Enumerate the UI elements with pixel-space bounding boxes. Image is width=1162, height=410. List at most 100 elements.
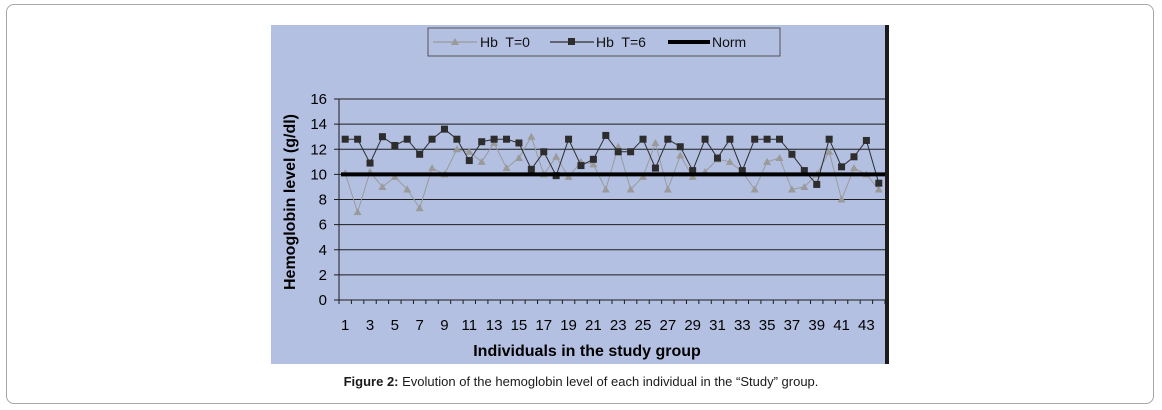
data-point	[874, 185, 883, 193]
data-point	[676, 143, 684, 151]
y-tick-label: 14	[310, 116, 327, 133]
data-point	[875, 179, 883, 187]
data-point	[353, 208, 362, 216]
data-point	[651, 164, 659, 172]
x-tick-label: 39	[808, 317, 825, 334]
data-point	[515, 139, 523, 147]
data-point	[577, 162, 585, 170]
data-point	[813, 180, 821, 188]
data-point	[589, 160, 598, 168]
figure-frame	[6, 4, 1154, 404]
x-tick-label: 29	[684, 317, 701, 334]
x-tick-label: 33	[734, 317, 751, 334]
data-point	[639, 135, 647, 143]
data-point	[776, 135, 784, 143]
data-point	[651, 138, 660, 146]
data-point	[837, 195, 846, 203]
data-point	[688, 172, 697, 180]
data-point	[440, 125, 448, 133]
data-point	[428, 135, 436, 143]
data-point	[366, 159, 374, 167]
legend-marker-triangle	[451, 38, 459, 45]
data-point	[540, 148, 548, 156]
x-tick-label: 37	[784, 317, 801, 334]
legend-marker-square	[568, 38, 575, 45]
chart-panel-edge	[885, 25, 889, 364]
x-tick-label: 13	[486, 317, 503, 334]
data-point	[788, 150, 796, 158]
y-tick-label: 2	[319, 267, 327, 284]
data-point	[825, 147, 834, 155]
data-point	[838, 163, 846, 171]
x-tick-label: 35	[759, 317, 776, 334]
y-tick-label: 10	[310, 166, 327, 183]
data-point	[738, 167, 746, 175]
y-tick-label: 6	[319, 217, 327, 234]
data-point	[725, 157, 734, 165]
data-point	[627, 148, 635, 156]
data-point	[391, 141, 399, 149]
y-tick-label: 16	[310, 91, 327, 108]
x-tick-label: 11	[462, 317, 478, 334]
data-point	[676, 151, 685, 159]
data-point	[800, 167, 808, 175]
axes	[334, 98, 886, 304]
y-tick-label: 12	[310, 141, 327, 158]
data-point	[341, 135, 349, 143]
data-point	[751, 135, 759, 143]
x-tick-label: 43	[858, 317, 875, 334]
data-point	[403, 185, 412, 193]
data-point	[639, 172, 648, 180]
y-tick-label: 8	[319, 192, 327, 209]
data-point	[626, 185, 635, 193]
data-point	[787, 185, 796, 193]
x-tick-label: 19	[560, 317, 577, 334]
y-axis-label: Hemoglobin level (g/dl)	[282, 114, 299, 290]
figure-caption: Figure 2: Evolution of the hemoglobin le…	[0, 374, 1162, 389]
series-layer	[341, 125, 885, 216]
data-point	[825, 135, 833, 143]
data-point	[378, 133, 386, 141]
data-point	[502, 164, 511, 172]
x-axis-label: Individuals in the study group	[473, 343, 701, 360]
series-2	[341, 125, 883, 188]
data-point	[552, 152, 561, 160]
data-point	[428, 164, 437, 172]
data-point	[763, 135, 771, 143]
data-point	[378, 182, 387, 190]
data-point	[354, 135, 362, 143]
data-point	[415, 204, 424, 212]
data-point	[403, 135, 411, 143]
data-point	[416, 150, 424, 158]
data-point	[663, 185, 672, 193]
x-tick-label: 31	[709, 317, 726, 334]
data-point	[800, 182, 809, 190]
x-tick-label: 25	[635, 317, 652, 334]
data-point	[390, 172, 399, 180]
data-point	[664, 135, 672, 143]
data-point	[763, 157, 772, 165]
data-point	[527, 165, 535, 173]
data-point	[850, 153, 858, 161]
x-tick-labels: 1 3 5 7 9 11 13 15 17 19 21 23 25 27 29 31 33 35 37 39 41 43	[341, 317, 875, 334]
y-tick-label: 4	[319, 242, 327, 259]
data-point	[490, 135, 498, 143]
x-tick-label: 23	[610, 317, 627, 334]
data-point	[465, 157, 473, 165]
x-tick-label: 3	[366, 317, 374, 334]
data-point	[849, 164, 858, 172]
data-point	[602, 131, 610, 139]
data-point	[701, 135, 709, 143]
y-tick-label: 0	[319, 292, 327, 309]
data-point	[614, 148, 622, 156]
data-point	[478, 138, 486, 146]
x-tick-label: 27	[659, 317, 676, 334]
data-point	[589, 155, 597, 163]
x-tick-label: 9	[440, 317, 448, 334]
x-tick-label: 41	[833, 317, 850, 334]
data-point	[565, 135, 573, 143]
chart-panel	[271, 25, 889, 364]
legend-box	[427, 27, 781, 57]
data-point	[453, 135, 461, 143]
